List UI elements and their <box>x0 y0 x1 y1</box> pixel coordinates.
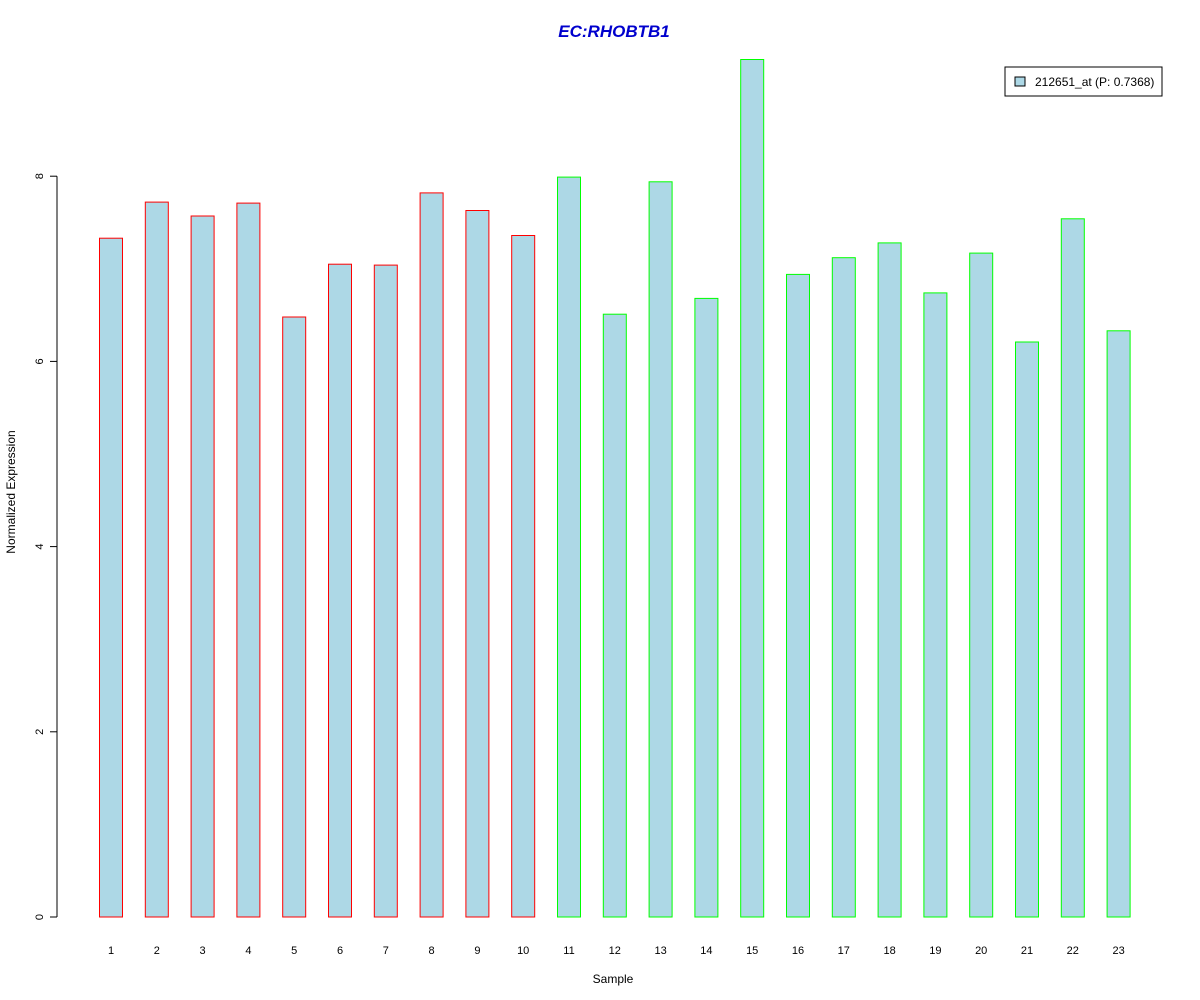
bar-sample-18 <box>877 242 902 918</box>
x-tick-label: 17 <box>838 945 850 957</box>
x-tick-label: 19 <box>929 945 941 957</box>
x-tick-label: 2 <box>154 945 160 957</box>
x-tick-label: 4 <box>245 945 251 957</box>
bar-sample-8 <box>419 192 444 918</box>
x-tick-label: 3 <box>200 945 206 957</box>
bar-sample-4 <box>236 202 261 918</box>
bar-sample-19 <box>923 292 948 918</box>
bar-sample-17 <box>831 257 856 918</box>
x-tick-label: 14 <box>700 945 712 957</box>
bar-sample-3 <box>190 215 215 918</box>
bar-sample-2 <box>144 201 169 918</box>
bar-sample-10 <box>511 235 536 918</box>
x-tick-label: 16 <box>792 945 804 957</box>
bar-sample-5 <box>282 316 307 918</box>
bar-sample-16 <box>786 273 810 918</box>
chart-title: EC:RHOBTB1 <box>558 22 669 41</box>
x-tick-labels: 1 2 3 4 5 6 7 8 9 10 11 12 13 14 15 16 17 18 19 20 21 22 23 <box>108 945 1125 957</box>
x-tick-label: 13 <box>654 945 666 957</box>
x-axis-label: Sample <box>593 972 634 986</box>
bar-sample-14 <box>694 297 719 918</box>
x-tick-label: 5 <box>291 945 297 957</box>
bars-group <box>99 59 1131 918</box>
y-tick-label: 8 <box>34 173 46 179</box>
y-tick-label: 2 <box>34 729 46 735</box>
legend-swatch <box>1014 76 1026 87</box>
legend-box <box>1004 66 1163 97</box>
x-tick-label: 6 <box>337 945 343 957</box>
bar-sample-21 <box>1015 341 1039 918</box>
bar-sample-23 <box>1106 330 1131 918</box>
y-axis: 0 2 4 6 8 <box>34 173 58 920</box>
bar-sample-12 <box>602 313 627 918</box>
bar-sample-11 <box>557 176 581 918</box>
x-tick-label: 12 <box>609 945 621 957</box>
y-tick-label: 4 <box>34 544 46 550</box>
x-tick-label: 9 <box>474 945 480 957</box>
bar-sample-1 <box>99 237 123 918</box>
legend-label: 212651_at (P: 0.7368) <box>1035 75 1154 89</box>
bar-sample-20 <box>969 252 994 918</box>
x-tick-label: 18 <box>883 945 895 957</box>
x-tick-label: 8 <box>429 945 435 957</box>
y-tick-label: 6 <box>34 358 46 364</box>
bar-sample-13 <box>648 181 673 918</box>
bar-sample-7 <box>373 264 398 918</box>
y-tick-label: 0 <box>34 914 46 920</box>
x-tick-label: 7 <box>383 945 389 957</box>
bar-sample-9 <box>465 210 490 918</box>
x-tick-label: 21 <box>1021 945 1033 957</box>
bar-sample-6 <box>328 263 352 918</box>
x-tick-label: 1 <box>108 945 114 957</box>
x-tick-label: 15 <box>746 945 758 957</box>
legend: 212651_at (P: 0.7368) <box>1004 66 1163 97</box>
bar-sample-22 <box>1060 218 1085 918</box>
x-tick-label: 20 <box>975 945 987 957</box>
x-tick-label: 10 <box>517 945 529 957</box>
x-tick-label: 22 <box>1067 945 1079 957</box>
x-tick-label: 11 <box>563 945 574 957</box>
y-axis-label: Normalized Expression <box>4 430 18 553</box>
x-tick-label: 23 <box>1112 945 1124 957</box>
bar-sample-15 <box>740 59 765 918</box>
